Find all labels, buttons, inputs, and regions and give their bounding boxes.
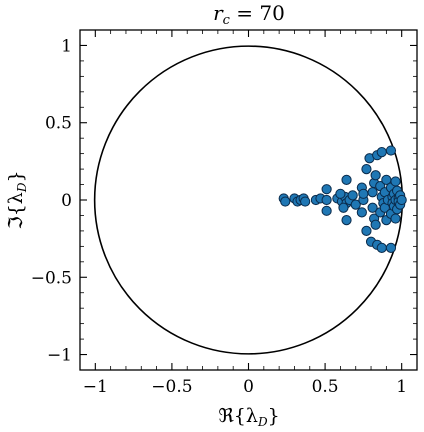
- y-tick-label: 0.5: [45, 114, 72, 134]
- data-point: [370, 219, 381, 230]
- y-tick-label: 1: [61, 36, 72, 56]
- data-point: [280, 196, 291, 207]
- data-point: [390, 176, 401, 187]
- data-point: [361, 225, 372, 237]
- data-point: [367, 187, 378, 198]
- data-point: [385, 145, 397, 156]
- y-tick-label: 0: [61, 191, 72, 211]
- x-tick-label: 1: [396, 377, 407, 397]
- x-tick-label: −0.5: [151, 377, 192, 397]
- y-tick-label: −1: [47, 346, 72, 366]
- data-point: [321, 184, 332, 195]
- data-point: [358, 188, 369, 199]
- data-point: [338, 202, 349, 213]
- data-point: [350, 199, 361, 210]
- x-axis-label: ℜ{λD}: [218, 405, 279, 429]
- data-point: [335, 188, 346, 199]
- data-points: [278, 145, 407, 254]
- y-tick-label: −0.5: [31, 268, 72, 288]
- data-point: [385, 242, 397, 254]
- x-tick-labels: −1 −0.5 0 0.5 1: [83, 377, 407, 397]
- data-point: [376, 146, 387, 158]
- data-point: [347, 190, 358, 201]
- y-axis-label: ℑ{λD}: [5, 170, 29, 229]
- chart-title: rc = 70: [213, 1, 285, 28]
- major-ticks: [80, 30, 417, 370]
- x-tick-label: −1: [83, 377, 108, 397]
- minor-ticks: [79, 29, 418, 371]
- x-tick-label: 0.5: [312, 377, 339, 397]
- data-point: [390, 213, 401, 224]
- x-tick-label: 0: [243, 377, 254, 397]
- y-tick-labels: −1 −0.5 0 0.5 1: [31, 36, 72, 365]
- data-point: [376, 242, 387, 254]
- data-point: [300, 196, 311, 207]
- data-point: [341, 174, 352, 186]
- data-point: [356, 207, 367, 218]
- data-point: [367, 202, 378, 213]
- data-point: [321, 205, 332, 216]
- data-point: [321, 194, 332, 206]
- data-point: [396, 194, 407, 206]
- data-point: [361, 163, 372, 175]
- data-point: [370, 170, 381, 181]
- data-point: [341, 214, 352, 226]
